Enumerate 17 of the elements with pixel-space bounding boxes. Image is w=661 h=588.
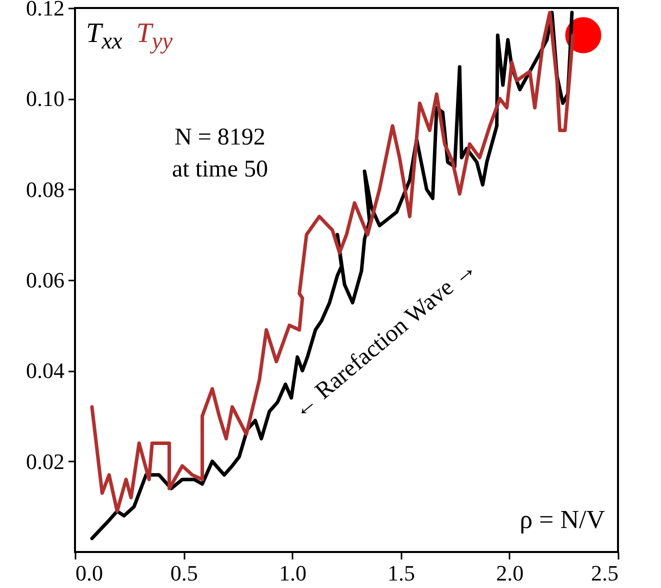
x-tick-label: 1.0: [278, 560, 306, 586]
y-tick-label: 0.06: [26, 268, 64, 292]
y-tick-label: 0.02: [26, 448, 64, 474]
y-tick-label: 0.08: [26, 176, 64, 202]
x-tick-label: 0.5: [170, 560, 198, 586]
text: T$_{yy}$: [136, 18, 173, 55]
x-tick-label: 1.5: [388, 560, 416, 586]
y-tick-label: 0.04: [26, 358, 64, 384]
x-tick-label: 0.0: [76, 560, 103, 586]
y-tick-label: 0.10: [26, 86, 64, 112]
x-tick-label: 2.0: [496, 560, 524, 586]
y-tick-label: 0.12: [26, 0, 64, 20]
x-axis-title: ρ = N/V: [520, 505, 605, 535]
x-tick-label: 2.5: [591, 560, 618, 586]
text: T$_{xx}$: [86, 18, 122, 55]
annotation: N = 8192: [174, 124, 266, 152]
annotation: at time 50: [172, 156, 268, 184]
